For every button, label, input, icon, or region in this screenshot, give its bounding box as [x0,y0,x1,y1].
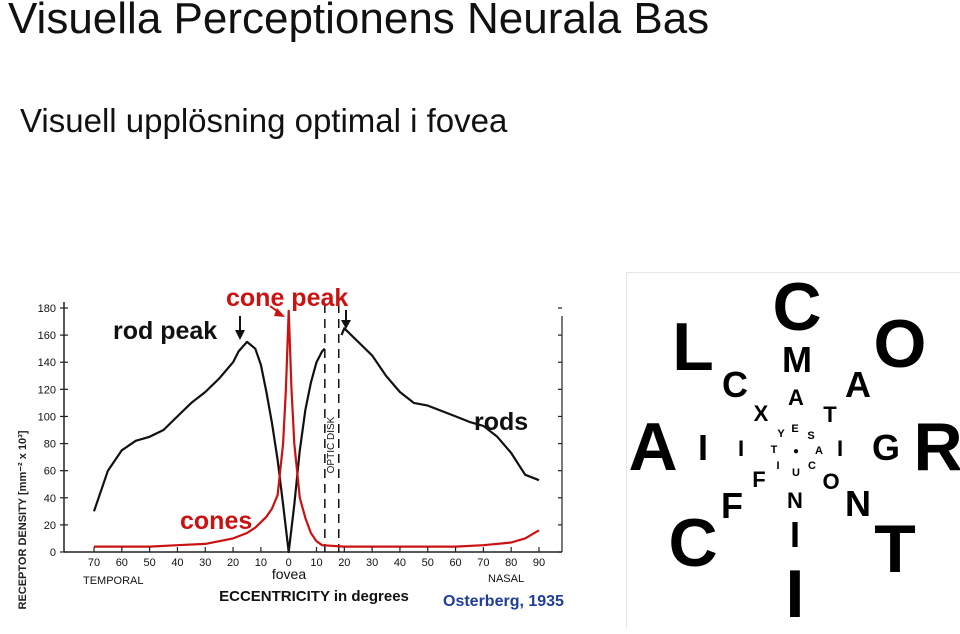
x-tick-label: 90 [533,557,545,569]
acuity-letter: I [786,556,805,629]
x-tick-label: 20 [338,557,350,569]
x-axis-label: ECCENTRICITY in degrees [219,588,409,605]
rod-peak-arrowhead [235,330,245,340]
x-tick-label: 10 [310,557,322,569]
acuity-letter: C [808,460,816,472]
fovea-label: fovea [272,566,306,582]
y-tick-label: 100 [38,411,56,423]
acuity-letter: A [845,364,871,405]
cones-density-line [94,309,540,548]
rod-peak-right-arrowhead [341,320,351,329]
x-tick-label: 0 [286,557,292,569]
acuity-letter: U [792,467,800,479]
y-axis-label: RECEPTOR DENSITY [mm⁻² x 10³] [17,430,29,609]
rods-annotation: rods [474,408,528,436]
x-tick-label: 40 [394,557,406,569]
acuity-letter: G [872,427,900,468]
acuity-letter: I [790,514,800,555]
nasal-label: NASAL [488,573,524,585]
acuity-letter: M [782,339,812,380]
temporal-label: TEMPORAL [83,575,144,587]
acuity-letter: O [822,469,839,494]
acuity-letter: A [628,409,677,485]
x-tick-label: 80 [505,557,517,569]
acuity-letter: Y [777,428,785,440]
cones-annotation: cones [180,507,252,535]
acuity-letter: T [771,444,778,456]
page-title: Visuella Perceptionens Neurala Bas [8,0,710,43]
y-tick-label: 40 [44,493,56,505]
acuity-center-dot: ● [793,446,799,457]
plot-frame [63,302,563,553]
rods-density-line [92,327,540,554]
y-tick-label: 0 [50,547,56,559]
acuity-letter: S [807,430,814,442]
x-tick-label: 40 [171,557,183,569]
acuity-letter: O [874,306,927,382]
acuity-letter: I [698,427,708,468]
acuity-letter: R [913,409,960,485]
y-tick-label: 120 [38,384,56,396]
acuity-letter: C [722,364,748,405]
acuity-letter: N [845,483,871,524]
acuity-letter: L [672,309,714,385]
acuity-letter: I [776,460,779,472]
acuity-letter: C [668,505,717,581]
x-tick-label: 50 [422,557,434,569]
acuity-letter: A [788,385,804,410]
acuity-letter: I [837,436,843,461]
y-tick-label: 180 [38,303,56,315]
x-tick-label: 30 [366,557,378,569]
rod-peak-annotation: rod peak [113,317,217,345]
acuity-letter: F [752,467,765,492]
y-tick-label: 60 [44,466,56,478]
page-subtitle: Visuell upplösning optimal i fovea [20,102,508,139]
x-tick-label: 20 [227,557,239,569]
x-tick-label: 60 [116,557,128,569]
y-tick-label: 160 [38,330,56,342]
x-tick-label: 10 [255,557,267,569]
y-tick-label: 140 [38,357,56,369]
acuity-letter: N [787,488,803,513]
acuity-letter: F [721,485,743,526]
cone-peak-arrowhead [274,308,285,317]
cone-peak-annotation: cone peak [226,284,348,312]
acuity-letter: E [791,423,798,435]
acuity-letter: C [772,273,821,345]
y-tick-label: 80 [44,439,56,451]
x-tick-label: 30 [199,557,211,569]
optic-disk-label: OPTIC DISK [326,416,337,473]
y-tick-label: 20 [44,520,56,532]
acuity-letter: A [815,445,823,457]
x-tick-label: 70 [88,557,100,569]
acuity-letter: I [738,436,744,461]
x-tick-label: 60 [449,557,461,569]
x-tick-label: 50 [144,557,156,569]
acuity-letter: T [874,511,916,587]
series-layer [92,309,540,554]
acuity-letter: X [754,401,769,426]
citation: Osterberg, 1935 [443,593,564,610]
acuity-letter: T [823,402,837,427]
x-tick-label: 70 [477,557,489,569]
